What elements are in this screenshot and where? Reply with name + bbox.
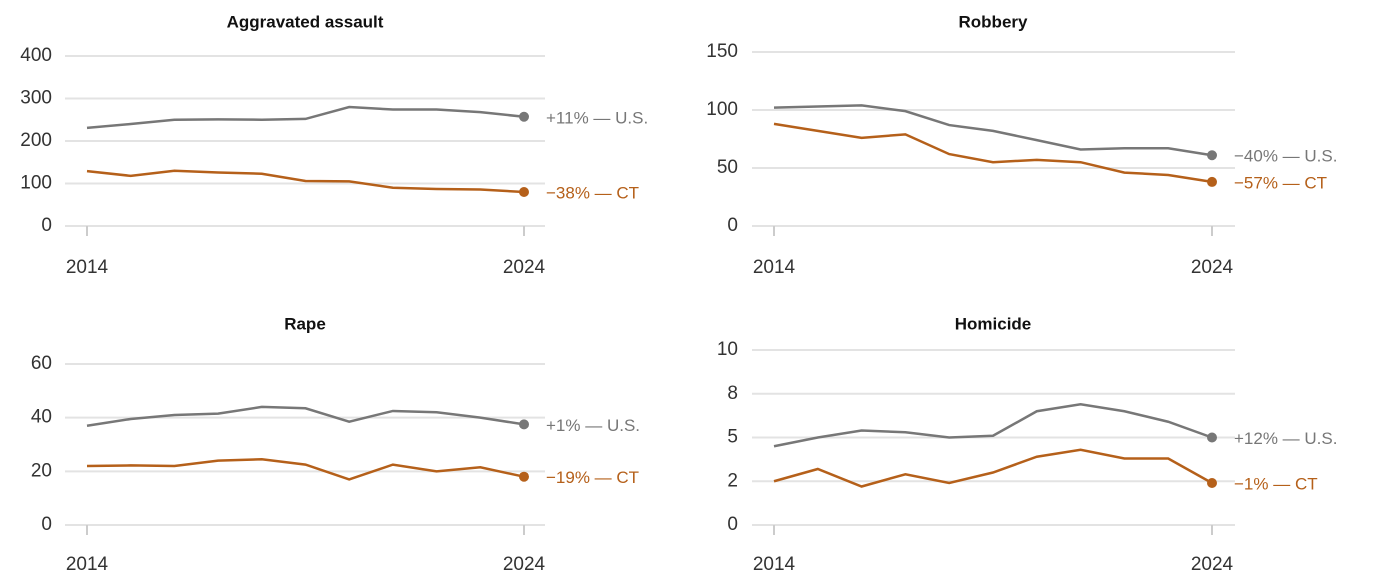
- end-label: −57% — CT: [1234, 173, 1327, 192]
- end-dot: [1207, 150, 1217, 161]
- chart-title: Robbery: [959, 12, 1029, 31]
- x-tick-label: 2014: [66, 554, 109, 575]
- y-tick-label: 50: [717, 157, 738, 178]
- y-tick-label: 5: [727, 427, 738, 448]
- end-label: −19% — CT: [546, 468, 639, 487]
- y-tick-label: 100: [706, 99, 738, 120]
- y-tick-label: 10: [717, 339, 738, 360]
- x-tick-label: 2014: [66, 257, 109, 278]
- y-tick-label: 40: [31, 407, 52, 428]
- y-tick-label: 8: [727, 383, 738, 404]
- end-dot: [1207, 478, 1217, 488]
- end-label: +1% — U.S.: [546, 416, 640, 435]
- chart-title: Aggravated assault: [227, 12, 384, 31]
- series-line: [86, 458, 525, 481]
- chart-title: Homicide: [955, 314, 1032, 333]
- end-dot: [1207, 432, 1217, 443]
- series-line: [86, 105, 525, 130]
- y-tick-label: 100: [20, 173, 52, 194]
- series-line: [86, 169, 525, 194]
- x-tick-label: 2024: [1191, 554, 1234, 575]
- y-tick-label: 400: [20, 45, 52, 66]
- end-label: +12% — U.S.: [1234, 429, 1337, 448]
- series-line: [773, 122, 1213, 184]
- series-line: [86, 405, 525, 427]
- x-tick-label: 2014: [753, 554, 796, 575]
- series-line: [773, 104, 1213, 157]
- chart-title: Rape: [284, 314, 326, 333]
- end-label: −40% — U.S.: [1234, 147, 1337, 166]
- y-tick-label: 2: [727, 470, 738, 491]
- x-tick-label: 2014: [753, 257, 796, 278]
- end-dot: [519, 111, 529, 122]
- x-tick-label: 2024: [1191, 257, 1234, 278]
- x-tick-label: 2024: [503, 554, 546, 575]
- end-dot: [1207, 176, 1217, 187]
- y-tick-label: 0: [727, 514, 738, 535]
- y-tick-label: 0: [41, 215, 52, 236]
- y-tick-label: 150: [706, 41, 738, 62]
- y-tick-label: 200: [20, 130, 52, 151]
- y-tick-label: 0: [727, 215, 738, 236]
- series-line: [773, 402, 1213, 448]
- x-tick-label: 2024: [503, 257, 546, 278]
- end-dot: [519, 187, 529, 197]
- y-tick-label: 20: [31, 460, 52, 481]
- end-dot: [519, 419, 529, 430]
- y-tick-label: 0: [41, 514, 52, 535]
- y-tick-label: 60: [31, 353, 52, 374]
- y-tick-label: 300: [20, 88, 52, 109]
- end-label: −1% — CT: [1234, 474, 1318, 493]
- end-dot: [519, 471, 529, 482]
- series-line: [773, 448, 1213, 488]
- end-label: −38% — CT: [546, 183, 639, 202]
- end-label: +11% — U.S.: [546, 108, 648, 127]
